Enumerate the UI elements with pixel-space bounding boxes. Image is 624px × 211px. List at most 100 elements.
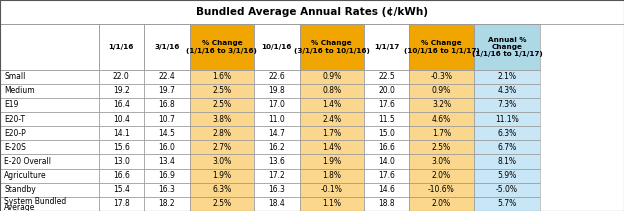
Text: 19.8: 19.8: [268, 86, 285, 95]
Text: 16.6: 16.6: [378, 143, 395, 152]
Text: 13.0: 13.0: [113, 157, 130, 166]
Bar: [409, 24, 474, 70]
Text: 8.1%: 8.1%: [497, 157, 517, 166]
Text: 1/1/16: 1/1/16: [109, 44, 134, 50]
Text: E-20S: E-20S: [4, 143, 26, 152]
Bar: [474, 70, 540, 84]
Bar: [300, 84, 364, 98]
Text: 6.7%: 6.7%: [497, 143, 517, 152]
Bar: [144, 154, 190, 169]
Bar: [409, 154, 474, 169]
Text: -5.0%: -5.0%: [496, 185, 518, 194]
Bar: [409, 112, 474, 126]
Bar: [99, 197, 144, 211]
Text: -10.6%: -10.6%: [428, 185, 455, 194]
Bar: [474, 24, 540, 70]
Text: 1.6%: 1.6%: [212, 72, 232, 81]
Bar: [474, 70, 540, 84]
Text: -0.1%: -0.1%: [321, 185, 343, 194]
Bar: [0, 84, 99, 98]
Bar: [409, 84, 474, 98]
Bar: [254, 98, 300, 112]
Bar: [364, 98, 409, 112]
Bar: [300, 140, 364, 154]
Bar: [190, 112, 254, 126]
Bar: [0, 197, 99, 211]
Bar: [254, 70, 300, 84]
Bar: [474, 84, 540, 98]
Bar: [190, 84, 254, 98]
Text: 16.2: 16.2: [268, 143, 285, 152]
Bar: [409, 183, 474, 197]
Bar: [190, 84, 254, 98]
Bar: [144, 112, 190, 126]
Text: Agriculture: Agriculture: [4, 171, 47, 180]
Bar: [254, 112, 300, 126]
Bar: [409, 112, 474, 126]
Bar: [99, 154, 144, 169]
Text: 2.0%: 2.0%: [432, 171, 451, 180]
Bar: [364, 98, 409, 112]
Bar: [190, 140, 254, 154]
Text: 10.4: 10.4: [113, 115, 130, 124]
Bar: [0, 0, 624, 24]
Text: 11.1%: 11.1%: [495, 115, 519, 124]
Bar: [144, 24, 190, 70]
Bar: [409, 169, 474, 183]
Text: 2.5%: 2.5%: [212, 100, 232, 110]
Text: 11.0: 11.0: [268, 115, 285, 124]
Bar: [99, 140, 144, 154]
Bar: [254, 197, 300, 211]
Bar: [474, 197, 540, 211]
Bar: [190, 112, 254, 126]
Bar: [144, 183, 190, 197]
Bar: [144, 169, 190, 183]
Bar: [190, 140, 254, 154]
Text: 3.8%: 3.8%: [212, 115, 232, 124]
Bar: [254, 126, 300, 140]
Bar: [364, 197, 409, 211]
Text: System Bundled: System Bundled: [4, 197, 67, 206]
Bar: [300, 84, 364, 98]
Bar: [190, 98, 254, 112]
Bar: [99, 84, 144, 98]
Bar: [254, 183, 300, 197]
Text: 22.0: 22.0: [113, 72, 130, 81]
Bar: [99, 24, 144, 70]
Text: 1.9%: 1.9%: [212, 171, 232, 180]
Text: 17.2: 17.2: [268, 171, 285, 180]
Bar: [254, 140, 300, 154]
Bar: [254, 154, 300, 169]
Text: 17.8: 17.8: [113, 199, 130, 208]
Text: 14.6: 14.6: [378, 185, 395, 194]
Bar: [364, 197, 409, 211]
Bar: [0, 169, 99, 183]
Bar: [254, 126, 300, 140]
Bar: [364, 169, 409, 183]
Bar: [0, 24, 99, 70]
Bar: [409, 98, 474, 112]
Bar: [0, 98, 99, 112]
Text: 13.4: 13.4: [158, 157, 175, 166]
Bar: [99, 24, 144, 70]
Bar: [364, 154, 409, 169]
Bar: [144, 126, 190, 140]
Bar: [474, 126, 540, 140]
Bar: [364, 70, 409, 84]
Bar: [474, 98, 540, 112]
Text: 17.6: 17.6: [378, 100, 395, 110]
Bar: [190, 169, 254, 183]
Bar: [0, 197, 99, 211]
Bar: [144, 112, 190, 126]
Text: 15.6: 15.6: [113, 143, 130, 152]
Text: 22.4: 22.4: [158, 72, 175, 81]
Text: 16.3: 16.3: [158, 185, 175, 194]
Text: 19.2: 19.2: [113, 86, 130, 95]
Text: 5.9%: 5.9%: [497, 171, 517, 180]
Bar: [99, 98, 144, 112]
Bar: [99, 112, 144, 126]
Bar: [254, 84, 300, 98]
Text: 16.9: 16.9: [158, 171, 175, 180]
Bar: [300, 126, 364, 140]
Text: 6.3%: 6.3%: [212, 185, 232, 194]
